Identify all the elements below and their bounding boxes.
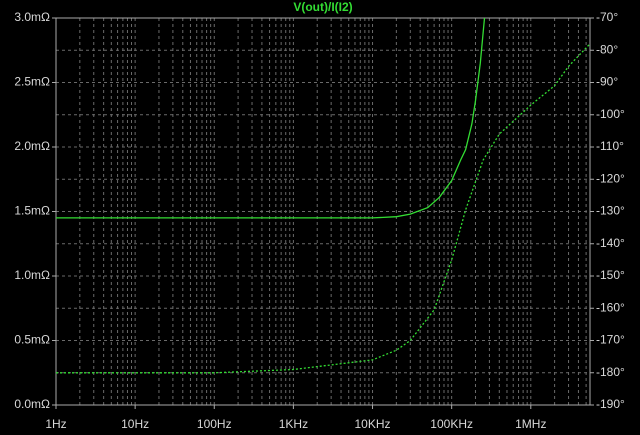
x-tick-label: 1KHz [279,417,308,431]
y-tick-label: 1.0mΩ [14,268,50,282]
y-tick-label: 0.5mΩ [14,333,50,347]
x-tick-label: 10KHz [355,417,391,431]
x-tick-label: 1MHz [515,417,546,431]
y-tick-label: 1.5mΩ [14,204,50,218]
plot-frame [55,17,591,406]
y2-tick-label: -110° [596,139,624,153]
y2-tick-label: -130° [596,204,625,218]
series-line [56,18,486,219]
x-tick-label: 10Hz [121,417,149,431]
y-tick-label: 0.0mΩ [14,397,50,411]
x-tick-label: 100KHz [430,417,473,431]
y2-tick-label: -150° [596,268,625,282]
chart-title: V(out)/I(I2) [293,0,352,14]
y2-tick-label: -100° [596,107,625,121]
y2-tick-label: -190° [596,397,625,411]
y2-tick-label: -120° [596,171,625,185]
y2-tick-label: -160° [596,300,625,314]
series-line [56,43,590,374]
y2-tick-label: -80° [596,42,618,56]
x-tick-label: 100Hz [197,417,232,431]
y2-tick-label: -180° [596,365,625,379]
x-tick-label: 1Hz [45,417,66,431]
plot-area [56,18,590,374]
y2-tick-label: -90° [596,75,618,89]
y2-tick-label: -70° [596,10,618,24]
y-tick-label: 2.5mΩ [14,75,50,89]
y-tick-label: 3.0mΩ [14,10,50,24]
y2-tick-label: -140° [596,236,625,250]
y-tick-label: 2.0mΩ [14,139,50,153]
y2-tick-label: -170° [596,333,625,347]
